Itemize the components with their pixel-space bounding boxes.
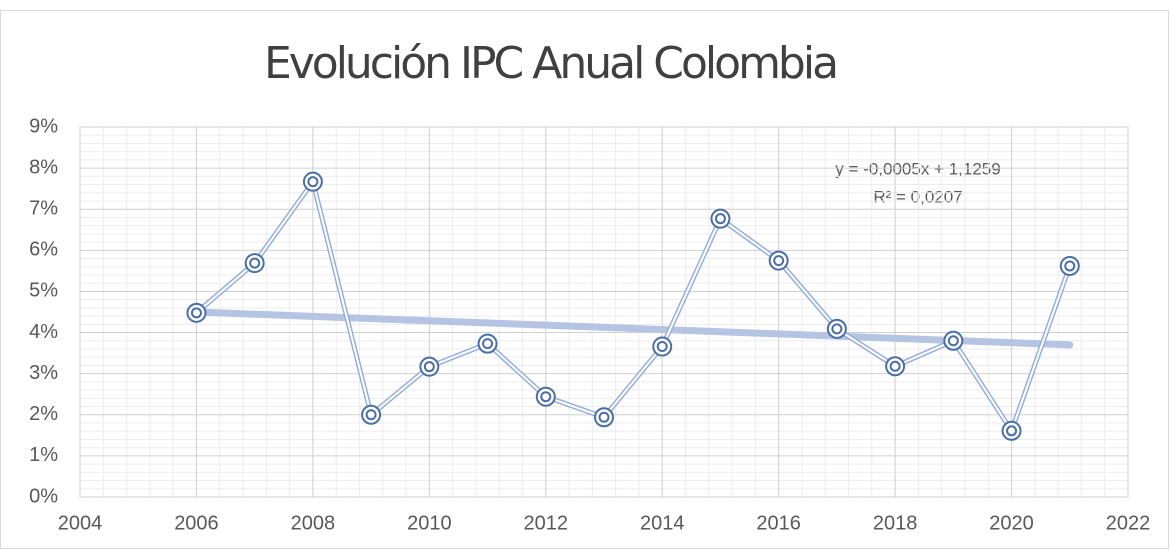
point-ring [365,409,377,421]
chart-border [0,10,1169,549]
point-ring [535,386,556,407]
x-tick-label: 2016 [756,512,801,534]
point-ring [190,307,202,319]
point-ring [1006,425,1018,437]
point-ring [773,255,785,267]
point [768,250,789,271]
point-ring [710,208,731,229]
trendline [192,308,1074,349]
y-tick-label: 8% [29,156,58,178]
series-line [195,179,1071,434]
point-ring [652,336,673,357]
x-tick-label: 2006 [174,512,219,534]
point [943,330,964,351]
point-ring [885,356,906,377]
x-tick-label: 2012 [524,512,569,534]
point-ring [423,361,435,373]
point [477,333,498,354]
point-ring [186,302,207,323]
point [710,208,731,229]
point [1001,420,1022,441]
x-tick-label: 2018 [873,512,918,534]
point-ring [477,333,498,354]
point [361,404,382,425]
x-tick-label: 2004 [58,512,103,534]
y-tick-label: 0% [29,485,58,507]
y-tick-label: 1% [29,444,58,466]
y-tick-label: 4% [29,321,58,343]
point-ring [1064,260,1076,272]
point-ring [419,356,440,377]
point-ring [598,411,610,423]
point-ring [302,171,323,192]
point-ring [540,391,552,403]
point-ring [768,250,789,271]
point-ring [889,360,901,372]
point [1059,255,1080,276]
y-tick-label: 5% [29,280,58,302]
point-ring [1001,420,1022,441]
point [302,171,323,192]
point-ring [244,253,265,274]
point [244,253,265,274]
x-tick-label: 2020 [989,512,1034,534]
y-tick-label: 6% [29,239,58,261]
point-ring [947,335,959,347]
point-ring [831,323,843,335]
x-tick-label: 2010 [407,512,452,534]
chart-title: Evolución IPC Anual Colombia [264,38,836,89]
point [186,302,207,323]
plot-border [79,126,1129,498]
point [594,407,614,428]
point [826,318,847,339]
x-tick-label: 2014 [640,512,685,534]
point-ring [656,341,668,353]
point-ring [361,404,382,425]
point-ring [714,213,726,225]
point-ring [307,176,319,188]
y-tick-label: 9% [29,115,58,137]
point-ring [1059,255,1080,276]
point-ring [594,407,614,428]
point-ring [249,257,261,269]
point [535,386,556,407]
point-ring [482,338,494,350]
y-tick-label: 7% [29,198,58,220]
point [885,356,906,377]
x-tick-label: 2008 [291,512,336,534]
point-ring [943,330,964,351]
y-tick-label: 2% [29,403,58,425]
point [652,336,673,357]
x-tick-label: 2022 [1106,512,1151,534]
point [419,356,440,377]
point-ring [826,318,847,339]
y-tick-label: 3% [29,362,58,384]
